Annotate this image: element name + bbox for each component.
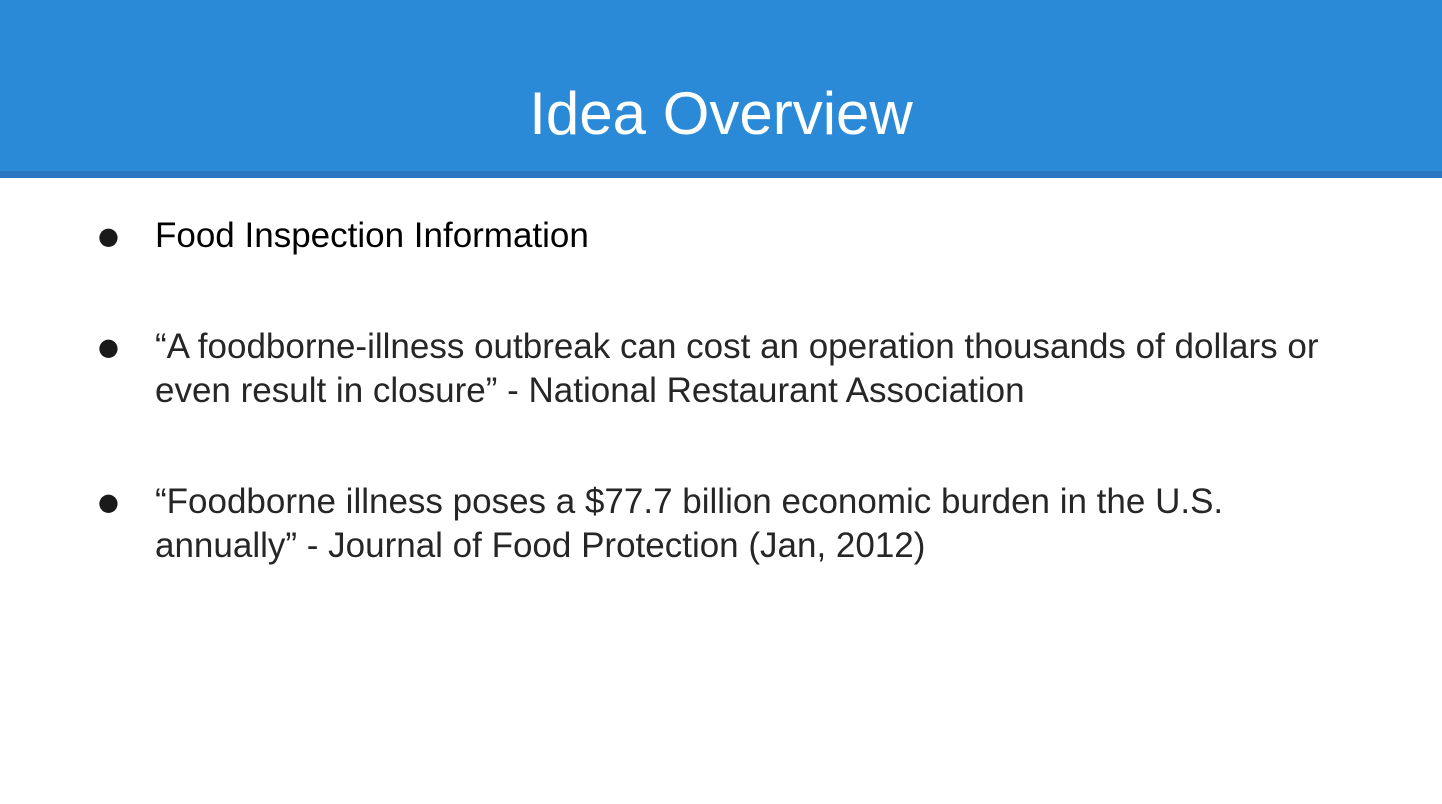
header-divider [0,171,1442,178]
header-band: Idea Overview [0,0,1442,171]
slide-title: Idea Overview [529,80,913,147]
bullet-text: “Foodborne illness poses a $77.7 billion… [155,482,1224,565]
bullet-icon: ● [98,333,119,361]
bullet-text: Food Inspection Information [155,216,589,255]
bullet-text: “A foodborne-illness outbreak can cost a… [155,327,1319,410]
bullet-icon: ● [98,488,119,516]
bullet-icon: ● [98,222,119,250]
